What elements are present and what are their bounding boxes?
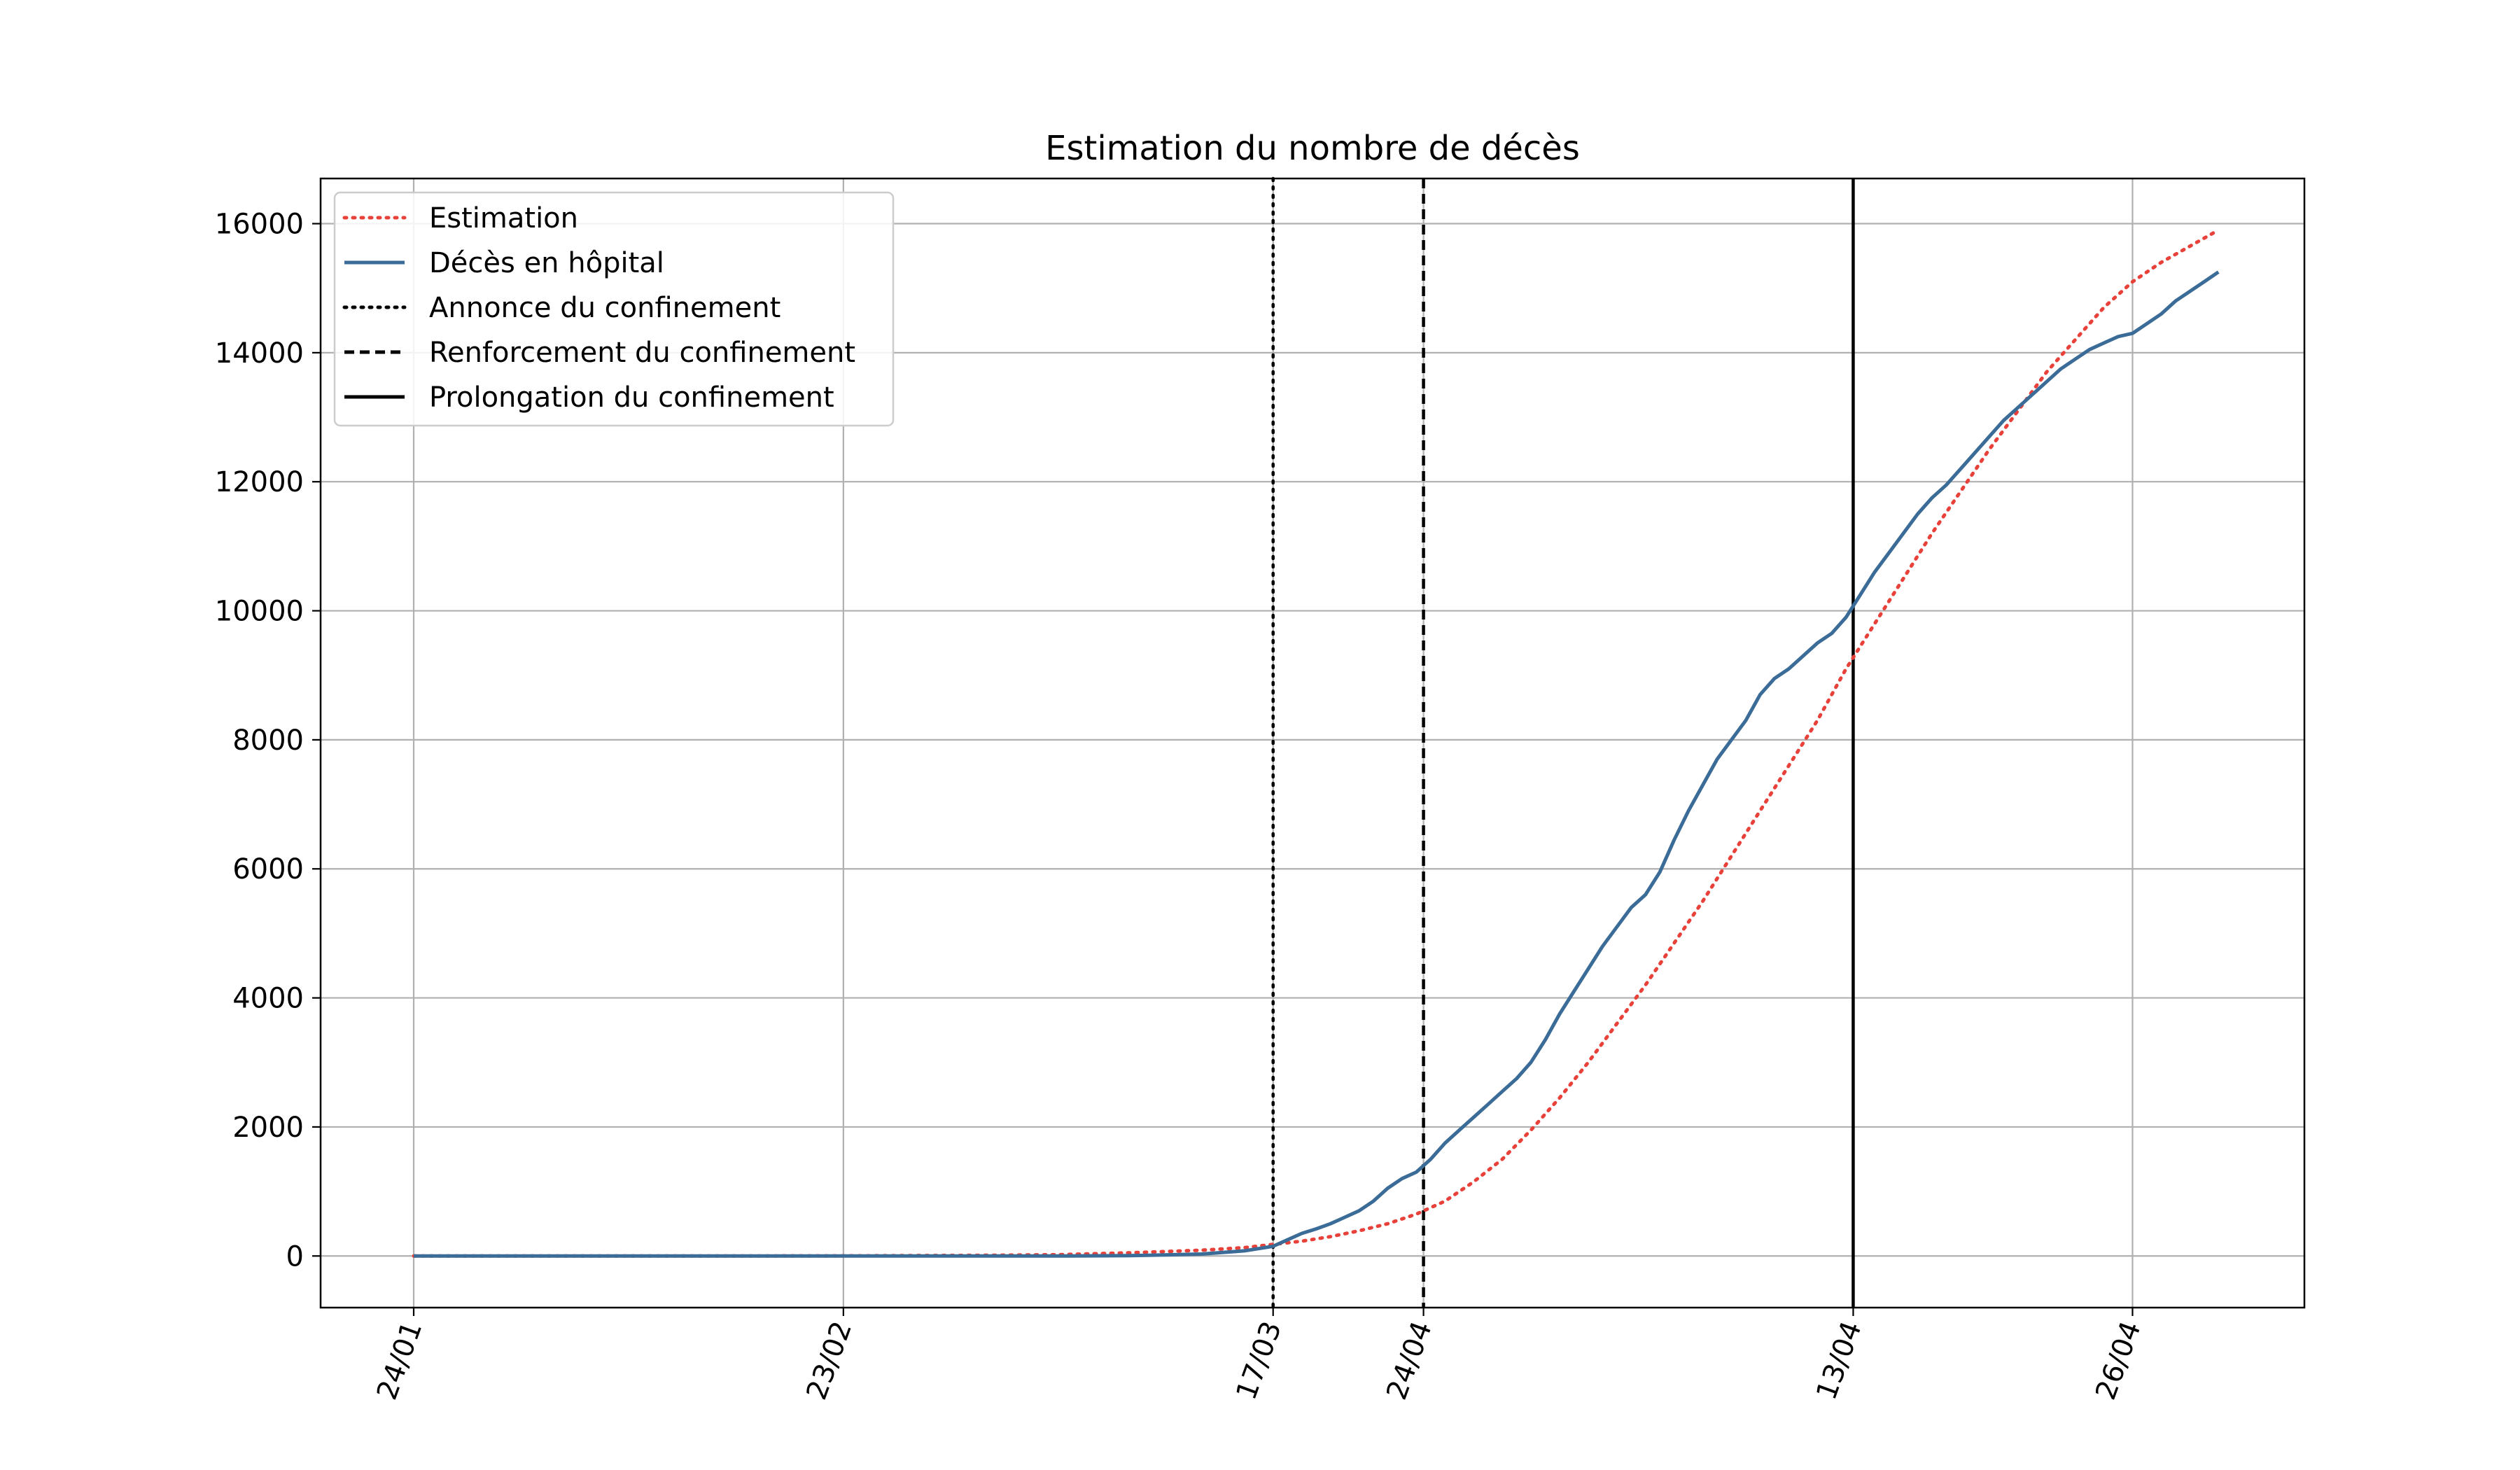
y-tick-label: 12000 [215,466,304,498]
y-tick-label: 10000 [215,596,304,628]
y-tick-label: 4000 [232,983,304,1015]
legend-label: Prolongation du confinement [429,382,834,414]
legend: Estimation Décès en hôpital Annonce du con… [333,191,895,427]
series-line-deces-hopital [414,270,2220,1258]
legend-label: Estimation [429,202,578,234]
chart-title: Estimation du nombre de décès [1045,129,1580,168]
y-axis-ticks: 0 2000 4000 6000 8000 10000 12000 14000 16000 [215,209,321,1273]
legend-label: Annonce du confinement [429,292,780,324]
legend-label: Renforcement du confinement [429,337,855,369]
series-line-estimation [412,228,2220,1258]
y-tick-label: 14000 [215,337,304,370]
y-tick-label: 2000 [232,1112,304,1144]
plot-frame [319,177,2306,1309]
legend-box [333,191,895,427]
series-lines [412,228,2220,1258]
y-tick-label: 16000 [215,209,304,241]
y-tick-label: 0 [286,1240,304,1273]
y-tick-label: 6000 [232,853,304,886]
vertical-lines [1271,176,1855,1310]
legend-label: Décès en hôpital [429,247,664,279]
y-tick-label: 8000 [232,724,304,757]
